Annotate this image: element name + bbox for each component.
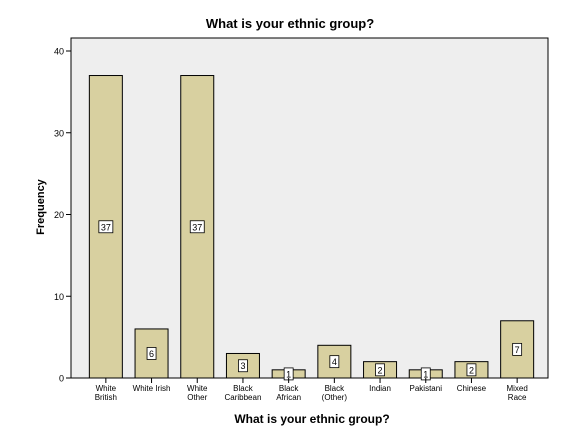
y-tick-label: 0 — [59, 374, 64, 384]
y-axis-label: Frequency — [35, 178, 47, 235]
y-axis: 0 10 20 30 40 — [54, 47, 71, 384]
x-tick-label: Other — [187, 393, 207, 402]
data-label: 7 — [515, 345, 520, 355]
data-label: 3 — [240, 361, 245, 371]
data-label-box — [238, 359, 248, 373]
data-label-box — [375, 363, 385, 377]
data-label-box — [146, 347, 157, 360]
y-tick-label: 30 — [54, 128, 64, 138]
data-label: 37 — [101, 222, 111, 232]
chart-title: What is your ethnic group? — [206, 16, 374, 31]
y-tick-label: 20 — [54, 210, 64, 220]
x-tick-label: Chinese — [457, 384, 487, 393]
x-tick-label: Indian — [369, 384, 391, 393]
data-label: 1 — [286, 369, 291, 379]
y-tick-label: 40 — [54, 47, 64, 57]
x-tick-label: White — [187, 384, 208, 393]
data-label: 2 — [469, 365, 474, 375]
data-label: 37 — [192, 222, 202, 232]
x-tick-label: African — [276, 393, 301, 402]
x-tick-label: Black — [233, 384, 254, 393]
x-tick-label: White — [96, 384, 117, 393]
x-tick-label: Caribbean — [224, 393, 261, 402]
x-tick-label: Black — [279, 384, 300, 393]
data-label-box — [329, 355, 340, 369]
data-label: 6 — [149, 349, 154, 359]
data-label-box — [466, 363, 477, 377]
data-label: 2 — [378, 365, 383, 375]
x-tick-label: Pakistani — [410, 384, 443, 393]
data-label-box — [512, 342, 523, 356]
x-tick-label: British — [95, 393, 117, 402]
data-label-box — [189, 220, 205, 234]
x-tick-label: Race — [508, 393, 527, 402]
plot-area — [70, 37, 549, 379]
x-tick-label: (Other) — [322, 393, 348, 402]
x-tick-label: Mixed — [506, 384, 527, 393]
data-label: 1 — [423, 369, 428, 379]
bar — [134, 328, 169, 379]
data-label-box — [98, 220, 114, 234]
data-label: 4 — [332, 357, 337, 367]
bars: 37 6 37 3 1 4 2 1 2 7 — [88, 75, 535, 381]
x-tick-label: Black — [325, 384, 346, 393]
x-tick-label: White Irish — [133, 384, 171, 393]
x-axis-label: What is your ethnic group? — [234, 412, 389, 426]
y-tick-label: 10 — [54, 292, 64, 302]
